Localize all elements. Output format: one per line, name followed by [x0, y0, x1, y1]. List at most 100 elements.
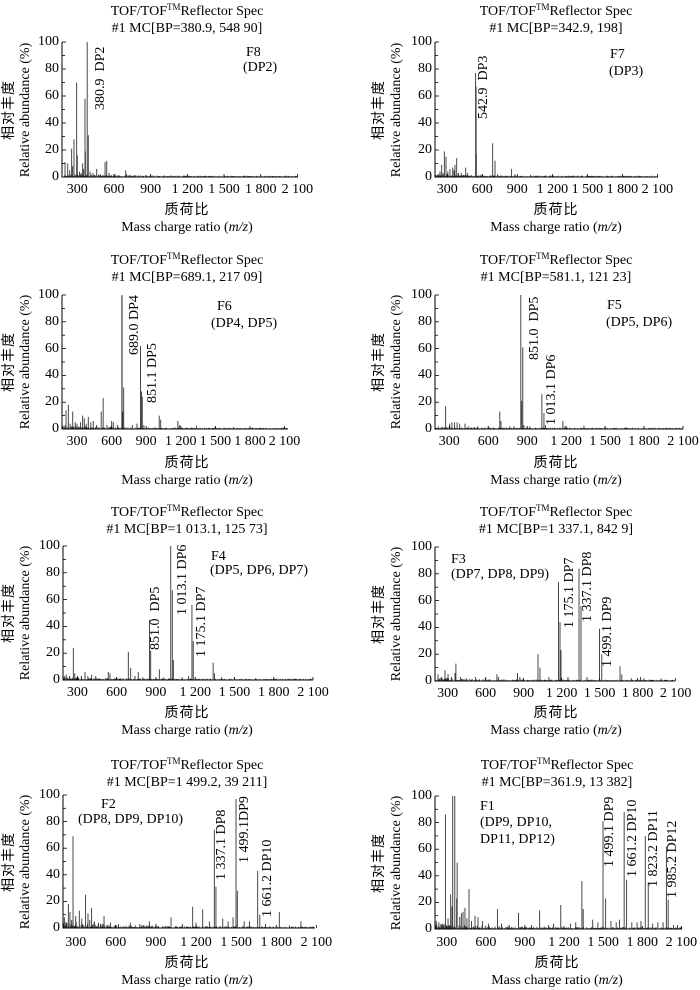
chart-title-line1: TOF/TOFTMReflector Spec: [111, 251, 264, 269]
peak-label: 689.0 DP4: [127, 295, 142, 355]
fraction-label: F4: [211, 549, 226, 564]
x-tick-label: 300: [437, 686, 459, 701]
peak-label: 1 661.2 DP10: [625, 799, 640, 877]
x-axis-label-prefix: Mass charge ratio (: [121, 973, 229, 988]
x-tick-label: 2 100: [297, 685, 329, 700]
x-axis-label-cn: 质荷比: [164, 202, 210, 218]
y-tick-label: 40: [46, 866, 60, 882]
y-tick-label: 0: [53, 672, 60, 687]
x-axis-label-variable: m/z: [597, 473, 618, 488]
fraction-label: F7: [610, 47, 625, 62]
x-axis-label-variable: m/z: [597, 220, 618, 235]
y-axis-label-en: Relative abundance (%): [389, 42, 404, 177]
y-axis-label-cn: 相对丰度: [371, 332, 387, 392]
x-axis-label-en: Mass charge ratio (m/z): [121, 973, 253, 989]
peak-label: 851.1 DP5: [145, 343, 160, 403]
y-tick-label: 60: [46, 591, 60, 607]
x-tick-label: 1 500: [218, 685, 251, 700]
x-axis-label-prefix: Mass charge ratio (: [490, 473, 598, 488]
y-axis-label-cn: 相对丰度: [1, 79, 17, 140]
y-tick-label: 60: [418, 592, 432, 608]
title-rest: Reflector Spec: [180, 758, 264, 773]
chart-title-line2: #1 MC[BP=380.9, 548 90]: [111, 21, 263, 36]
peak-label: 1 661.2 DP10: [260, 839, 275, 917]
y-tick-label: 80: [45, 313, 59, 329]
x-axis-label-suffix: ): [248, 473, 253, 488]
peak-label: 851.0 DP5: [527, 296, 542, 360]
title-main: TOF/TOF: [479, 4, 536, 19]
peak-label: 1 337.1 DP8: [214, 809, 229, 880]
y-tick-label: 20: [45, 142, 59, 157]
x-axis-label-suffix: ): [617, 723, 622, 738]
peak-label: 542.9 DP3: [476, 55, 491, 119]
y-tick-label: 0: [425, 921, 432, 936]
x-tick-label: 300: [438, 434, 460, 449]
y-axis-label-en: Relative abundance (%): [18, 42, 33, 177]
x-tick-label: 600: [103, 182, 125, 197]
x-tick-label: 900: [506, 182, 528, 197]
fraction-label: (DP8, DP9, DP10): [78, 812, 184, 827]
fraction-label: (DP7, DP8, DP9): [451, 567, 550, 582]
chart-title-line1: TOF/TOFTMReflector Spec: [480, 251, 633, 269]
title-rest: Reflector Spec: [180, 253, 264, 268]
peak-label: 1 499.1 DP9: [602, 796, 617, 867]
peak-label: 1 175.1 DP7: [194, 586, 209, 657]
x-axis-label-en: Mass charge ratio (m/z): [490, 723, 622, 739]
x-axis-label-cn: 质荷比: [164, 955, 210, 971]
trademark-superscript: TM: [535, 251, 550, 261]
y-axis-label-en: Relative abundance (%): [18, 545, 33, 681]
y-tick-label: 100: [39, 538, 60, 553]
plot-area-f2: [62, 794, 317, 929]
trademark-superscript: TM: [536, 756, 551, 766]
x-axis-label-cn: 质荷比: [164, 455, 210, 471]
x-tick-label: 1 500: [589, 434, 621, 449]
y-axis-label-cn: 相对丰度: [371, 584, 387, 644]
chart-title-line2: #1 MC[BP=1 013.1, 125 73]: [106, 522, 268, 537]
plot-area-f8: [61, 41, 299, 178]
x-tick-label: 2 100: [268, 434, 301, 449]
fraction-label: F6: [217, 299, 232, 314]
x-tick-label: 300: [436, 935, 458, 950]
x-tick-label: 600: [101, 434, 123, 449]
plot-area-f6: [61, 294, 289, 430]
peak-label: 851.0 DP5: [148, 586, 163, 650]
x-tick-label: 2 100: [659, 686, 692, 701]
fraction-label: (DP5, DP6): [606, 315, 673, 330]
y-tick-label: 80: [418, 565, 432, 581]
x-tick-label: 2 100: [667, 434, 699, 449]
y-tick-label: 80: [46, 813, 60, 829]
y-tick-label: 20: [418, 646, 432, 662]
x-axis-label-prefix: Mass charge ratio (: [121, 473, 229, 488]
title-main: TOF/TOF: [479, 505, 536, 520]
y-tick-label: 60: [418, 841, 432, 857]
x-tick-label: 2 100: [300, 935, 333, 950]
title-main: TOF/TOF: [480, 758, 537, 773]
x-tick-label: 900: [513, 686, 535, 701]
fraction-label: F5: [607, 298, 622, 313]
fraction-label: F2: [101, 797, 116, 812]
x-tick-label: 2 100: [281, 182, 314, 197]
x-tick-label: 600: [106, 685, 128, 700]
y-tick-label: 0: [52, 169, 59, 184]
title-rest: Reflector Spec: [549, 505, 633, 520]
x-tick-label: 1 500: [583, 686, 616, 701]
fraction-label: (DP4, DP5): [211, 316, 278, 331]
fraction-label: (DP5, DP6, DP7): [210, 563, 309, 578]
x-tick-label: 900: [516, 434, 538, 449]
peak-label: 1 823.2 DP11: [646, 810, 661, 887]
title-rest: Reflector Spec: [180, 505, 264, 520]
x-axis-label-cn: 质荷比: [534, 955, 580, 971]
y-tick-label: 100: [39, 787, 60, 802]
x-axis-label-en: Mass charge ratio (m/z): [121, 723, 253, 739]
y-tick-label: 60: [45, 340, 59, 356]
fraction-label: (DP9, DP10,: [480, 815, 552, 830]
y-axis-label-cn: 相对丰度: [1, 831, 17, 892]
y-tick-label: 40: [45, 367, 59, 383]
fraction-label: (DP3): [609, 64, 644, 79]
chart-title-line2: #1 MC[BP=581.1, 121 23]: [480, 270, 632, 285]
y-tick-label: 100: [38, 287, 59, 302]
x-axis-label-variable: m/z: [597, 723, 618, 738]
x-axis-label-variable: m/z: [598, 973, 619, 988]
x-tick-label: 1 200: [545, 686, 578, 701]
